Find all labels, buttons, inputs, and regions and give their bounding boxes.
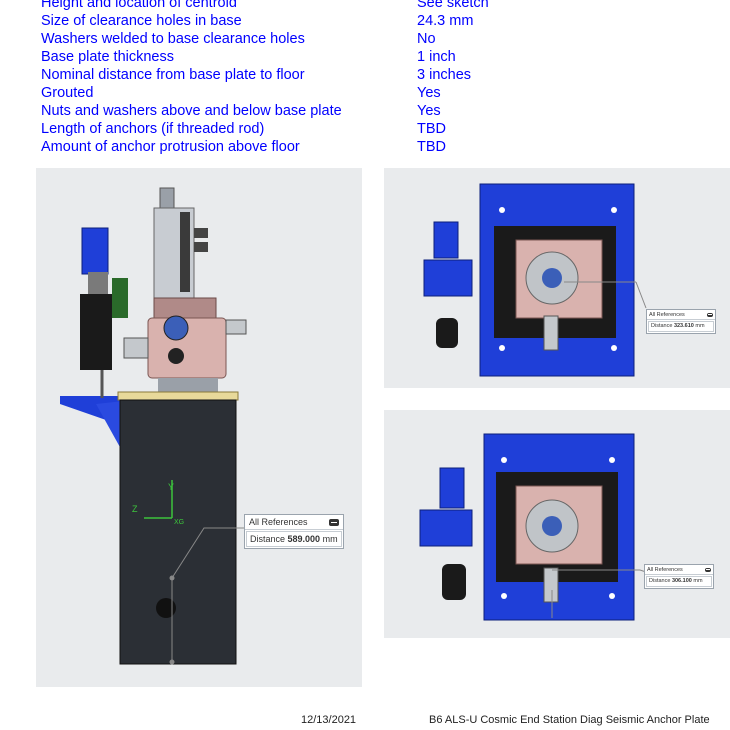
table-top-plate-icon <box>117 391 239 401</box>
callout-title: All References <box>649 311 685 318</box>
callout-title: All References <box>249 517 308 527</box>
motor-top-icon <box>439 467 465 509</box>
motor-box-icon <box>81 227 109 275</box>
spec-row: Nuts and washers above and below base pl… <box>41 102 511 120</box>
distance-unit: mm <box>695 323 705 329</box>
callout-body: Distance 306.100 mm <box>646 576 712 587</box>
distance-callout-side-view[interactable]: All References Distance 589.000 mm <box>244 514 344 549</box>
spec-value: TBD <box>417 139 446 155</box>
top-view-render-2 <box>384 410 730 638</box>
spec-label: Amount of anchor protrusion above floor <box>41 139 300 155</box>
spec-row: Nominal distance from base plate to floo… <box>41 66 511 84</box>
controller-box-icon <box>80 294 112 370</box>
collapse-icon[interactable] <box>705 567 711 572</box>
spec-row: Height and location of centroid See sketc… <box>41 0 511 12</box>
spec-label: Height and location of centroid <box>41 0 237 11</box>
distance-label: Distance <box>649 578 671 584</box>
callout-body: Distance 323.610 mm <box>648 321 714 332</box>
spec-row: Grouted Yes <box>41 84 511 102</box>
y-axis-label: Y <box>168 482 174 492</box>
spec-value: 24.3 mm <box>417 13 474 29</box>
anchor-spec-table: Height and location of centroid See sketc… <box>41 0 511 156</box>
distance-callout-top-view-1[interactable]: All References Distance 323.610 mm <box>646 309 716 334</box>
callout-header: All References <box>647 310 715 320</box>
distance-label: Distance <box>651 323 673 329</box>
spec-value: See sketch <box>417 0 489 11</box>
spec-row: Base plate thickness 1 inch <box>41 48 511 66</box>
callout-body: Distance 589.000 mm <box>246 531 342 547</box>
spec-value: 3 inches <box>417 67 472 83</box>
spec-value: TBD <box>417 121 446 137</box>
collapse-icon[interactable] <box>329 518 339 526</box>
distance-value: 323.610 <box>673 323 694 329</box>
callout-header: All References <box>245 515 343 530</box>
spec-label: Washers welded to base clearance holes <box>41 31 305 47</box>
top-view-drawing-2 <box>419 433 647 621</box>
support-stand-icon <box>119 399 237 665</box>
collapse-icon[interactable] <box>707 312 713 317</box>
spec-value: No <box>417 31 436 47</box>
spec-row: Size of clearance holes in base 24.3 mm <box>41 12 511 30</box>
distance-value: 589.000 <box>287 534 321 544</box>
spec-value: 1 inch <box>417 49 456 65</box>
spec-row: Length of anchors (if threaded rod) TBD <box>41 120 511 138</box>
motor-top-icon <box>433 221 459 259</box>
footer-date: 12/13/2021 <box>301 714 357 726</box>
callout-title: All References <box>647 566 683 573</box>
distance-unit: mm <box>322 534 338 544</box>
origin-label: XG <box>174 519 184 526</box>
callout-header: All References <box>645 565 713 575</box>
distance-label: Distance <box>250 534 286 544</box>
spec-label: Base plate thickness <box>41 49 174 65</box>
spec-label: Length of anchors (if threaded rod) <box>41 121 265 137</box>
distance-unit: mm <box>693 578 703 584</box>
distance-value: 306.100 <box>671 578 692 584</box>
spec-row: Amount of anchor protrusion above floor T… <box>41 138 511 156</box>
top-view-render-1 <box>384 168 730 388</box>
spec-label: Grouted <box>41 85 94 101</box>
spec-label: Size of clearance holes in base <box>41 13 242 29</box>
top-view-drawing-1 <box>423 183 647 377</box>
spec-row: Washers welded to base clearance holes No <box>41 30 511 48</box>
blue-bracket-icon <box>60 396 128 420</box>
distance-callout-top-view-2[interactable]: All References Distance 306.100 mm <box>644 564 714 589</box>
side-view-render: Y Z XG <box>36 168 362 687</box>
spec-label: Nominal distance from base plate to floo… <box>41 67 305 83</box>
side-view-drawing: Y Z XG <box>60 187 247 665</box>
spec-label: Nuts and washers above and below base pl… <box>41 103 342 119</box>
spec-value: Yes <box>417 103 441 119</box>
z-axis-label: Z <box>132 504 138 514</box>
footer-title: B6 ALS-U Cosmic End Station Diag Seismic… <box>429 714 710 726</box>
spec-value: Yes <box>417 85 441 101</box>
